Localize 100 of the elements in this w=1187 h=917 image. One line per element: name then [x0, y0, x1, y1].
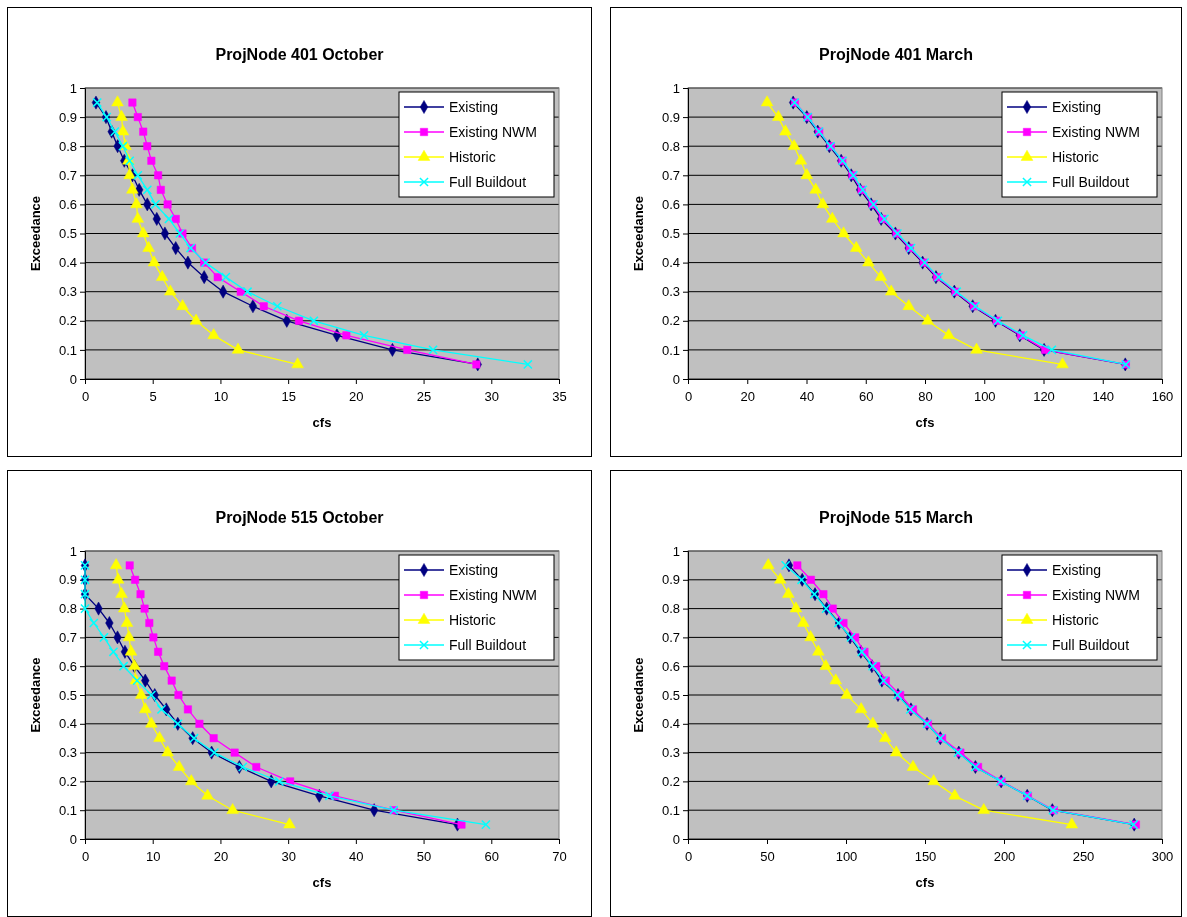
x-tick-label: 100: [835, 849, 858, 865]
x-tick-label: 300: [1151, 849, 1174, 865]
x-tick-label: 0: [684, 849, 693, 865]
y-tick-label: 0.2: [58, 774, 77, 790]
chart-title: ProjNode 515 March: [819, 509, 973, 526]
y-tick-label: 0.3: [58, 284, 77, 300]
legend-label: Existing NWM: [1052, 124, 1140, 140]
legend-label: Historic: [1052, 149, 1099, 165]
chart-title: ProjNode 515 October: [215, 509, 384, 526]
x-tick-label: 30: [484, 389, 500, 405]
x-tick-label: 40: [349, 849, 364, 865]
x-tick-label: 20: [740, 389, 755, 405]
legend-label: Existing NWM: [449, 587, 537, 603]
x-tick-label: 10: [213, 389, 229, 405]
y-tick-label: 1: [672, 543, 680, 559]
legend-label: Existing: [1052, 562, 1102, 578]
x-tick-label: 20: [349, 389, 364, 405]
x-tick-label: 60: [859, 389, 874, 405]
legend-label: Historic: [449, 149, 496, 165]
y-axis-title: Exceedance: [28, 195, 43, 272]
x-tick-label: 250: [1072, 849, 1095, 865]
y-axis-title: Exceedance: [631, 657, 646, 733]
legend-label: Full Buildout: [449, 174, 527, 190]
y-tick-label: 0.3: [58, 745, 77, 761]
x-tick-label: 70: [552, 849, 567, 865]
y-tick-label: 0.8: [661, 138, 680, 154]
y-tick-label: 0: [672, 831, 680, 847]
y-tick-label: 0.9: [58, 109, 77, 125]
y-tick-label: 1: [672, 80, 680, 96]
x-tick-label: 200: [993, 849, 1016, 865]
x-tick-label: 150: [914, 849, 937, 865]
y-tick-label: 0.4: [58, 716, 77, 732]
x-tick-label: 100: [973, 389, 996, 405]
x-tick-label: 10: [145, 849, 161, 865]
y-tick-label: 0.7: [58, 630, 77, 646]
y-tick-label: 0: [672, 371, 680, 387]
x-tick-label: 0: [81, 389, 90, 405]
y-tick-label: 0.8: [58, 138, 77, 154]
y-tick-label: 0.9: [661, 109, 680, 125]
x-tick-label: 60: [484, 849, 500, 865]
y-tick-label: 1: [69, 543, 77, 559]
y-tick-label: 0.1: [58, 342, 77, 358]
legend-label: Existing: [449, 562, 499, 578]
legend-label: Historic: [1052, 612, 1099, 628]
y-tick-label: 0.8: [58, 601, 77, 617]
x-tick-label: 0: [684, 389, 693, 405]
x-tick-label: 20: [213, 849, 229, 865]
x-tick-label: 5: [149, 389, 157, 405]
x-tick-label: 35: [552, 389, 567, 405]
y-tick-label: 1: [69, 80, 77, 96]
y-tick-label: 0.2: [661, 313, 680, 329]
x-tick-label: 50: [416, 849, 432, 865]
y-tick-label: 0.7: [58, 167, 77, 183]
y-tick-label: 0.1: [661, 802, 680, 818]
y-tick-label: 0.4: [661, 716, 680, 732]
y-tick-label: 0.5: [58, 226, 77, 242]
y-axis-title: Exceedance: [631, 195, 646, 272]
y-tick-label: 0.3: [661, 745, 680, 761]
x-tick-label: 120: [1033, 389, 1055, 405]
x-tick-label: 80: [918, 389, 933, 405]
y-tick-label: 0.2: [58, 313, 77, 329]
x-tick-label: 0: [81, 849, 90, 865]
y-tick-label: 0: [69, 831, 77, 847]
y-tick-label: 0.2: [661, 774, 680, 790]
y-tick-label: 0.5: [661, 226, 680, 242]
y-tick-label: 0.3: [661, 284, 680, 300]
x-tick-label: 140: [1092, 389, 1115, 405]
x-tick-label: 15: [281, 389, 296, 405]
x-tick-label: 30: [281, 849, 296, 865]
legend-label: Existing: [1052, 99, 1102, 115]
x-tick-label: 50: [760, 849, 775, 865]
y-tick-label: 0.9: [58, 572, 77, 588]
x-axis-title: cfs: [915, 875, 935, 890]
legend-label: Existing: [449, 99, 499, 115]
y-tick-label: 0.6: [661, 197, 680, 213]
y-tick-label: 0.6: [661, 658, 680, 674]
y-tick-label: 0.6: [58, 658, 77, 674]
y-axis-title: Exceedance: [28, 657, 43, 733]
x-axis-title: cfs: [312, 875, 332, 890]
y-tick-label: 0.6: [58, 197, 77, 213]
y-tick-label: 0.1: [58, 802, 77, 818]
x-tick-label: 25: [416, 389, 432, 405]
y-tick-label: 0.8: [661, 601, 680, 617]
y-tick-label: 0.4: [661, 255, 680, 271]
legend-label: Full Buildout: [1052, 637, 1130, 653]
y-tick-label: 0: [69, 371, 77, 387]
y-tick-label: 0.5: [661, 687, 680, 703]
y-tick-label: 0.4: [58, 255, 77, 271]
legend-label: Existing NWM: [1052, 587, 1140, 603]
y-tick-label: 0.7: [661, 630, 680, 646]
x-tick-label: 160: [1151, 389, 1174, 405]
legend-label: Historic: [449, 612, 496, 628]
x-tick-label: 40: [799, 389, 815, 405]
legend-label: Existing NWM: [449, 124, 537, 140]
y-tick-label: 0.5: [58, 687, 77, 703]
legend-label: Full Buildout: [1052, 174, 1130, 190]
legend-label: Full Buildout: [449, 637, 527, 653]
chart-title: ProjNode 401 October: [215, 46, 384, 63]
chart-title: ProjNode 401 March: [819, 46, 973, 63]
x-axis-title: cfs: [915, 415, 935, 430]
